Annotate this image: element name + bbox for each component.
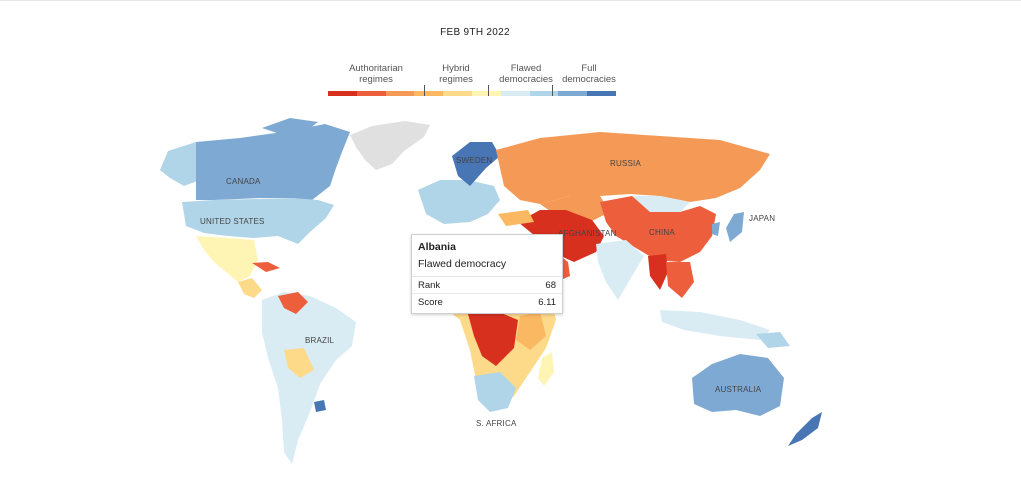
region-cuba[interactable] (252, 262, 280, 272)
label-united-states: UNITED STATES (200, 217, 265, 226)
tooltip-score-row: Score 6.11 (418, 297, 556, 308)
tooltip-rank-row: Rank 68 (418, 280, 556, 291)
region-korea[interactable] (712, 222, 720, 236)
legend-tick (488, 85, 489, 96)
label-canada: CANADA (226, 177, 261, 186)
legend-swatch (471, 91, 501, 96)
top-divider (0, 0, 1021, 1)
label-afghanistan: AFGHANISTAN (558, 229, 617, 238)
region-bolivia[interactable] (284, 348, 314, 378)
legend-swatch (414, 91, 444, 96)
region-russia[interactable] (496, 132, 770, 204)
tooltip-divider (412, 276, 562, 277)
region-central-america[interactable] (238, 278, 262, 298)
label-russia: RUSSIA (610, 159, 641, 168)
label-s-africa: S. AFRICA (476, 419, 517, 428)
legend-swatch (558, 91, 588, 96)
legend-label-hybrid: Hybrid regimes (439, 63, 473, 85)
date-title: FEB 9TH 2022 (440, 27, 510, 38)
region-mexico[interactable] (196, 236, 258, 282)
legend-swatch (500, 91, 530, 96)
tooltip-divider (412, 293, 562, 294)
region-europe[interactable] (418, 180, 500, 224)
legend: Authoritarian regimes Hybrid regimes Flawe… (328, 63, 616, 97)
legend-tick (424, 85, 425, 96)
region-usa[interactable] (182, 198, 334, 244)
legend-color-bar (328, 91, 616, 96)
region-venezuela[interactable] (278, 292, 308, 314)
region-indochina[interactable] (666, 262, 694, 298)
label-brazil: BRAZIL (305, 336, 335, 345)
tooltip-rank-label: Rank (418, 280, 441, 291)
country-tooltip: Albania Flawed democracy Rank 68 Score 6… (411, 234, 563, 314)
region-alaska[interactable] (160, 142, 200, 186)
legend-tick (552, 85, 553, 96)
legend-swatch (385, 91, 415, 96)
region-south-america[interactable] (262, 292, 356, 464)
label-australia: AUSTRALIA (715, 385, 762, 394)
tooltip-score-label: Score (418, 297, 443, 308)
region-australia[interactable] (692, 354, 784, 416)
region-canada[interactable] (196, 124, 350, 200)
region-new-zealand[interactable] (788, 412, 822, 446)
label-japan: JAPAN (749, 214, 775, 223)
region-indonesia[interactable] (660, 310, 770, 340)
region-png[interactable] (756, 332, 790, 348)
legend-label-authoritarian: Authoritarian regimes (349, 63, 403, 85)
legend-label-flawed: Flawed democracies (499, 63, 553, 85)
region-turkey[interactable] (498, 210, 534, 226)
region-madagascar[interactable] (538, 352, 554, 386)
tooltip-country: Albania (418, 241, 456, 253)
region-uruguay[interactable] (314, 400, 326, 412)
legend-swatch (443, 91, 472, 96)
region-myanmar[interactable] (648, 254, 668, 290)
region-central-africa[interactable] (468, 310, 518, 366)
region-canada-islands[interactable] (262, 118, 318, 134)
region-japan[interactable] (726, 212, 744, 242)
tooltip-category: Flawed democracy (418, 258, 507, 270)
region-india[interactable] (596, 240, 644, 300)
legend-swatch (328, 91, 357, 96)
region-east-africa[interactable] (516, 312, 546, 350)
label-sweden: SWEDEN (456, 156, 492, 165)
legend-swatch (529, 91, 559, 96)
region-scandinavia[interactable] (452, 142, 500, 186)
region-mongolia[interactable] (632, 196, 690, 212)
region-china[interactable] (600, 196, 716, 262)
tooltip-rank-value: 68 (545, 280, 556, 291)
region-southern-africa[interactable] (474, 372, 516, 412)
label-china: CHINA (649, 228, 675, 237)
region-greenland[interactable] (350, 121, 430, 170)
legend-label-full: Full democracies (562, 63, 616, 85)
tooltip-score-value: 6.11 (538, 297, 556, 308)
legend-swatch (356, 91, 386, 96)
legend-swatch (587, 91, 616, 96)
